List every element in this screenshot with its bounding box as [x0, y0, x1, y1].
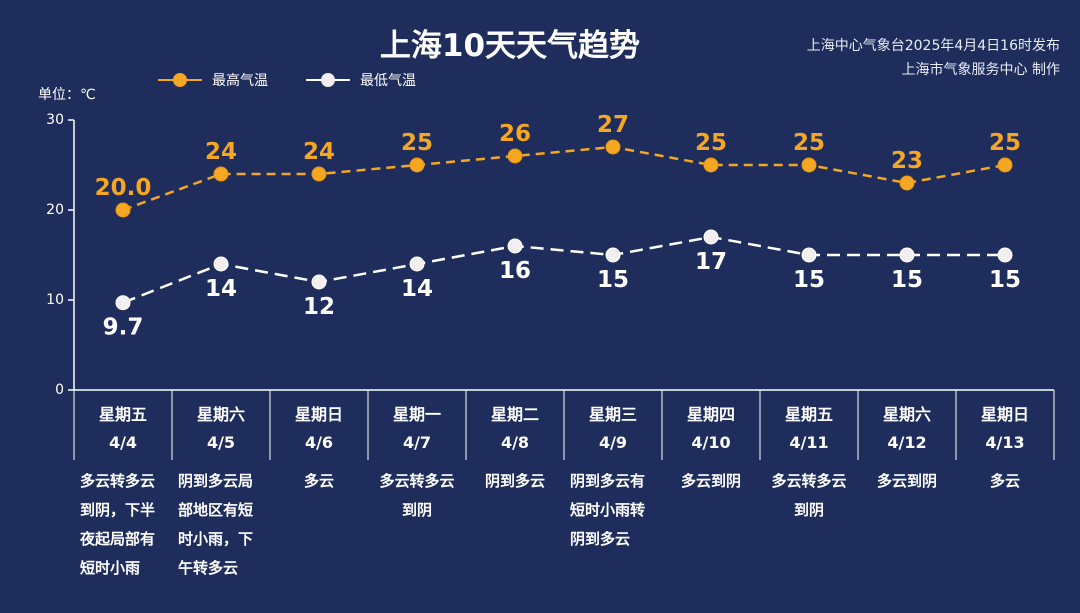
day-column: 星期日 4/13 多云 — [956, 392, 1054, 496]
data-label-high: 23 — [891, 148, 923, 174]
weather-desc: 阴到多云局部地区有短时小雨，下午转多云 — [178, 472, 254, 577]
series-line-high — [122, 145, 1006, 212]
weekday-label: 星期日 — [294, 405, 343, 424]
date-label: 4/5 — [206, 433, 236, 452]
weather-desc: 多云 — [303, 472, 334, 490]
legend-low-marker — [306, 72, 350, 88]
weekday-label: 星期四 — [686, 405, 735, 424]
day-column: 星期五 4/11 多云转多云到阴 — [760, 392, 858, 525]
date-label: 4/11 — [789, 433, 829, 452]
data-label-high: 24 — [205, 139, 237, 165]
issuer-line-1: 上海中心气象台2025年4月4日16时发布 — [806, 38, 1060, 54]
weekday-label: 星期六 — [196, 405, 245, 424]
weather-desc: 多云到阴 — [680, 472, 741, 490]
data-point-low — [605, 247, 621, 263]
data-label-high: 25 — [401, 130, 433, 156]
data-label-high: 27 — [597, 112, 629, 138]
data-label-high: 25 — [695, 130, 727, 156]
data-label-low: 12 — [303, 294, 335, 320]
data-label-low: 15 — [793, 267, 825, 293]
data-label-low: 15 — [597, 267, 629, 293]
data-point-high — [997, 157, 1013, 173]
page-title: 上海10天天气趋势 — [379, 28, 641, 64]
date-label: 4/10 — [691, 433, 731, 452]
date-label: 4/6 — [304, 433, 334, 452]
data-label-low: 9.7 — [103, 315, 144, 341]
data-point-low — [801, 247, 817, 263]
data-point-high — [409, 157, 425, 173]
legend-item-high[interactable]: 最高气温 — [158, 70, 268, 90]
data-label-low: 14 — [205, 276, 237, 302]
data-point-low — [213, 256, 229, 272]
data-label-high: 25 — [793, 130, 825, 156]
data-point-high — [801, 157, 817, 173]
weather-desc: 多云 — [989, 472, 1020, 490]
day-column: 星期三 4/9 阴到多云有短时小雨转阴到多云 — [564, 392, 662, 554]
weekday-label: 星期三 — [588, 405, 637, 424]
day-column: 星期六 4/5 阴到多云局部地区有短时小雨，下午转多云 — [172, 392, 270, 583]
data-point-high — [507, 148, 523, 164]
data-point-low — [311, 274, 327, 290]
data-label-high: 26 — [499, 121, 531, 147]
data-point-high — [311, 166, 327, 182]
weekday-label: 星期日 — [980, 405, 1029, 424]
data-point-high — [213, 166, 229, 182]
y-tick-label: 10 — [46, 292, 64, 308]
y-tick-label: 0 — [55, 382, 64, 398]
weekday-label: 星期一 — [392, 405, 441, 424]
weather-desc: 多云转多云到阴，下半夜起局部有短时小雨 — [80, 472, 156, 577]
issuer-line-2: 上海市气象服务中心 制作 — [901, 62, 1060, 78]
y-tick-label: 30 — [46, 112, 64, 128]
data-point-low — [997, 247, 1013, 263]
weekday-label: 星期五 — [98, 405, 147, 424]
weather-desc: 阴到多云 — [484, 472, 545, 490]
day-column: 星期日 4/6 多云 — [270, 392, 368, 496]
date-label: 4/7 — [402, 433, 432, 452]
date-label: 4/8 — [500, 433, 530, 452]
data-point-high — [703, 157, 719, 173]
day-column: 星期二 4/8 阴到多云 — [466, 392, 564, 496]
date-label: 4/4 — [108, 433, 138, 452]
y-tick-label: 20 — [46, 202, 64, 218]
data-point-low — [703, 229, 719, 245]
weather-desc: 多云转多云到阴 — [771, 472, 847, 519]
series-line-low — [122, 235, 1005, 304]
date-label: 4/9 — [598, 433, 628, 452]
weather-desc: 多云到阴 — [876, 472, 937, 490]
legend-high-label: 最高气温 — [212, 73, 268, 89]
day-column: 星期六 4/12 多云到阴 — [858, 392, 956, 496]
data-label-low: 17 — [695, 249, 727, 275]
data-point-low — [409, 256, 425, 272]
data-point-high — [899, 175, 915, 191]
data-label-high: 24 — [303, 139, 335, 165]
data-point-high — [605, 139, 621, 155]
data-point-high — [115, 202, 131, 218]
weekday-label: 星期六 — [882, 405, 931, 424]
data-label-high: 25 — [989, 130, 1021, 156]
legend-item-low[interactable]: 最低气温 — [306, 70, 416, 90]
data-label-low: 15 — [989, 267, 1021, 293]
weekday-label: 星期二 — [490, 405, 539, 424]
day-column: 星期一 4/7 多云转多云到阴 — [368, 392, 466, 525]
data-point-low — [115, 295, 131, 311]
data-label-high: 20.0 — [95, 175, 152, 201]
day-column: 星期五 4/4 多云转多云到阴，下半夜起局部有短时小雨 — [74, 392, 172, 583]
legend-low-label: 最低气温 — [360, 73, 416, 89]
weather-desc: 阴到多云有短时小雨转阴到多云 — [570, 472, 646, 548]
data-label-low: 14 — [401, 276, 433, 302]
unit-label: 单位：℃ — [38, 87, 96, 103]
legend-high-marker — [158, 72, 202, 88]
day-column: 星期四 4/10 多云到阴 — [662, 392, 760, 496]
weekday-label: 星期五 — [784, 405, 833, 424]
issuer-info: 上海中心气象台2025年4月4日16时发布 上海市气象服务中心 制作 — [807, 34, 1060, 82]
date-label: 4/12 — [887, 433, 927, 452]
chart-legend: 最高气温 最低气温 — [158, 70, 454, 90]
weather-desc: 多云转多云到阴 — [379, 472, 455, 519]
data-label-low: 15 — [891, 267, 923, 293]
data-label-low: 16 — [499, 258, 531, 284]
data-point-low — [507, 238, 523, 254]
date-label: 4/13 — [985, 433, 1025, 452]
data-point-low — [899, 247, 915, 263]
